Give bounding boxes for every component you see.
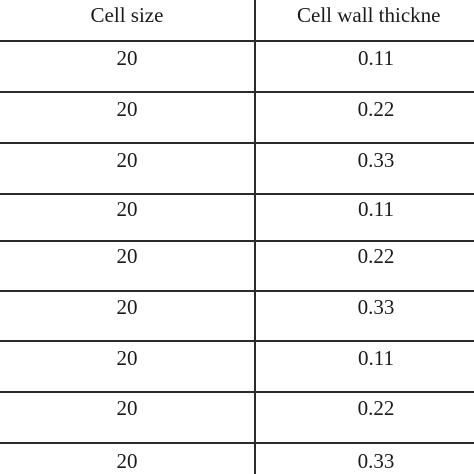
cell-size-value: 20	[116, 148, 138, 172]
cell-size-value: 20	[116, 97, 138, 121]
cell-size-value: 20	[116, 197, 138, 221]
table-row: 20 0.11	[0, 197, 474, 239]
cell-wall-thickness-value: 0.22	[357, 97, 395, 121]
table-row: 20 0.11	[0, 344, 474, 390]
row-divider	[0, 240, 474, 242]
cell-size-value: 20	[116, 244, 138, 268]
row-divider	[0, 142, 474, 144]
table-row: 20 0.11	[0, 44, 474, 90]
table-row: 20 0.22	[0, 95, 474, 141]
cell-size-value: 20	[116, 346, 138, 370]
cell-wall-thickness-value: 0.11	[358, 346, 394, 370]
cell-wall-thickness-value: 0.33	[357, 295, 395, 319]
table-row: 20 0.33	[0, 294, 474, 340]
header-cell-size: Cell size	[90, 3, 164, 27]
table-row: 20 0.22	[0, 244, 474, 290]
cell-wall-thickness-value: 0.11	[358, 197, 394, 221]
cell-size-value: 20	[116, 396, 138, 420]
cell-wall-thickness-value: 0.33	[357, 148, 395, 172]
row-divider	[0, 40, 474, 42]
row-divider	[0, 340, 474, 342]
cell-size-value: 20	[116, 46, 138, 70]
cell-wall-thickness-value: 0.33	[357, 449, 395, 473]
header-cell-wall-thickness: Cell wall thickne	[297, 3, 441, 27]
cell-wall-thickness-value: 0.11	[358, 46, 394, 70]
table-row: 20 0.22	[0, 395, 474, 441]
row-divider	[0, 290, 474, 292]
column-divider	[254, 0, 256, 474]
row-divider	[0, 91, 474, 93]
row-divider	[0, 391, 474, 393]
cell-wall-thickness-value: 0.22	[357, 244, 395, 268]
table-header-row: Cell size Cell wall thickne	[0, 0, 474, 40]
cell-wall-thickness-value: 0.22	[357, 396, 395, 420]
row-divider	[0, 193, 474, 195]
cell-size-value: 20	[116, 449, 138, 473]
cell-size-value: 20	[116, 295, 138, 319]
row-divider	[0, 442, 474, 444]
table-row: 20 0.33	[0, 446, 474, 474]
table-row: 20 0.33	[0, 146, 474, 192]
